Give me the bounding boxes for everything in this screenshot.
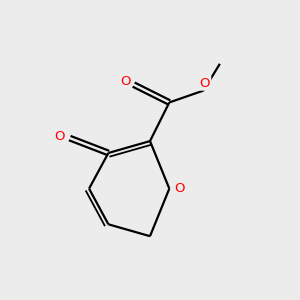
Text: O: O (55, 130, 65, 143)
Text: O: O (200, 76, 210, 90)
Text: O: O (175, 182, 185, 195)
Text: O: O (120, 75, 130, 88)
